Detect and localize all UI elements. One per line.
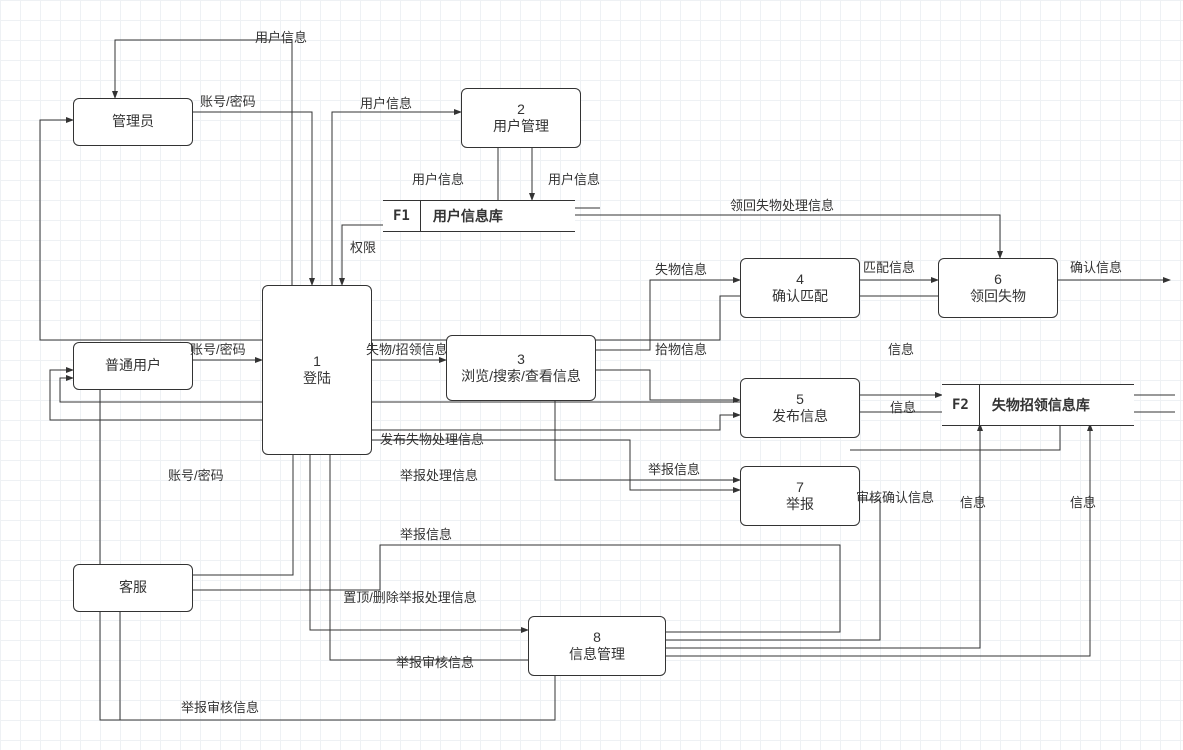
external-admin-label: 管理员 <box>112 113 154 131</box>
lbl-p5-f2: 信息 <box>890 400 916 416</box>
store-f2-id: F2 <box>942 385 980 425</box>
lbl-p2-f1a: 用户信息 <box>412 172 464 188</box>
dfd-canvas: 管理员 普通用户 客服 1 登陆 2 用户管理 3 浏览/搜索/查看信息 4 确… <box>0 0 1183 750</box>
lbl-f1-p1: 权限 <box>350 240 376 256</box>
external-staff: 客服 <box>73 564 193 612</box>
external-admin: 管理员 <box>73 98 193 146</box>
store-f2: F2 失物招领信息库 <box>942 384 1134 426</box>
lbl-p1-p7: 举报处理信息 <box>400 468 478 484</box>
lbl-p8-f2b: 信息 <box>1070 495 1096 511</box>
store-f2-label: 失物招领信息库 <box>980 385 1102 425</box>
process-3: 3 浏览/搜索/查看信息 <box>446 335 596 401</box>
process-2-num: 2 <box>517 101 525 119</box>
process-2-label: 用户管理 <box>493 118 549 136</box>
lbl-p3-lost: 失物信息 <box>655 262 707 278</box>
process-7: 7 举报 <box>740 466 860 526</box>
external-staff-label: 客服 <box>119 579 147 597</box>
lbl-f2-p6: 领回失物处理信息 <box>730 198 834 214</box>
lbl-p1-p8: 置顶/删除举报处理信息 <box>330 590 490 606</box>
lbl-p3-found: 拾物信息 <box>655 342 707 358</box>
lbl-p1-admin: 用户信息 <box>255 30 307 46</box>
lbl-p8-f2a: 信息 <box>960 495 986 511</box>
process-8-label: 信息管理 <box>569 646 625 664</box>
process-5: 5 发布信息 <box>740 378 860 438</box>
lbl-p6-out: 确认信息 <box>1070 260 1122 276</box>
lbl-user-p1: 账号/密码 <box>190 342 246 358</box>
process-7-label: 举报 <box>786 496 814 514</box>
lbl-p1-p2: 用户信息 <box>360 96 412 112</box>
lbl-p7-p8: 审核确认信息 <box>850 490 940 506</box>
process-5-num: 5 <box>796 391 804 409</box>
process-6-num: 6 <box>994 271 1002 289</box>
store-f1-label: 用户信息库 <box>421 201 515 231</box>
process-6: 6 领回失物 <box>938 258 1058 318</box>
lbl-p1-p5: 发布失物处理信息 <box>380 432 484 448</box>
process-6-label: 领回失物 <box>970 288 1026 306</box>
process-8-num: 8 <box>593 629 601 647</box>
store-f1: F1 用户信息库 <box>383 200 575 232</box>
process-1-label: 登陆 <box>303 370 331 388</box>
process-2: 2 用户管理 <box>461 88 581 148</box>
process-3-label: 浏览/搜索/查看信息 <box>461 368 581 386</box>
process-7-num: 7 <box>796 479 804 497</box>
lbl-p2-f1b: 用户信息 <box>548 172 600 188</box>
lbl-p8-user: 举报审核信息 <box>180 700 260 716</box>
lbl-p3-p7: 举报信息 <box>648 462 700 478</box>
lbl-p1-p3: 失物/招领信息 <box>366 342 448 358</box>
lbl-staff-p1: 账号/密码 <box>168 468 224 484</box>
lbl-f2-p5: 信息 <box>888 342 914 358</box>
external-user-label: 普通用户 <box>105 357 161 375</box>
process-1-num: 1 <box>313 353 321 371</box>
process-4-num: 4 <box>796 271 804 289</box>
lbl-admin-p1: 账号/密码 <box>200 94 256 110</box>
lbl-p8-p1: 举报审核信息 <box>395 655 475 671</box>
process-4: 4 确认匹配 <box>740 258 860 318</box>
process-5-label: 发布信息 <box>772 408 828 426</box>
process-8: 8 信息管理 <box>528 616 666 676</box>
process-4-label: 确认匹配 <box>772 288 828 306</box>
lbl-p4-p6: 匹配信息 <box>863 260 915 276</box>
lbl-staff-p8: 举报信息 <box>400 527 452 543</box>
external-user: 普通用户 <box>73 342 193 390</box>
store-f1-id: F1 <box>383 201 421 231</box>
process-3-num: 3 <box>517 351 525 369</box>
process-1: 1 登陆 <box>262 285 372 455</box>
